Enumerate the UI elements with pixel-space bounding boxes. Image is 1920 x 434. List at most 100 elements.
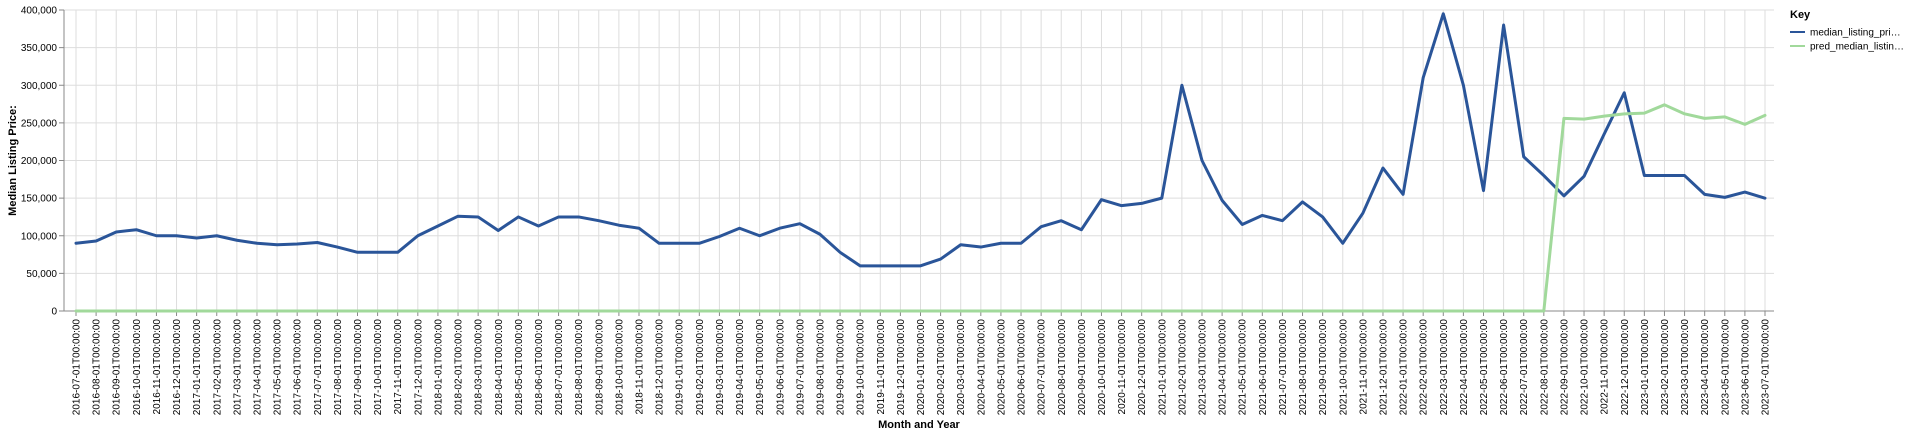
x-tick-label: 2023-02-01T00:00:00: [1660, 319, 1671, 416]
x-tick-label: 2021-01-01T00:00:00: [1157, 319, 1168, 416]
x-tick-label: 2017-01-01T00:00:00: [192, 319, 203, 416]
x-tick-label: 2022-03-01T00:00:00: [1439, 319, 1450, 416]
x-tick-label: 2018-09-01T00:00:00: [594, 319, 605, 416]
x-tick-label: 2020-08-01T00:00:00: [1057, 319, 1068, 416]
x-tick-label: 2020-10-01T00:00:00: [1097, 319, 1108, 416]
x-tick-label: 2017-12-01T00:00:00: [413, 319, 424, 416]
x-tick-label: 2021-04-01T00:00:00: [1218, 319, 1229, 416]
series-layer: [74, 12, 1767, 313]
x-tick-label: 2023-04-01T00:00:00: [1700, 319, 1711, 416]
y-tick-label: 300,000: [21, 81, 58, 92]
legend-label: median_listing_pri…: [1810, 28, 1901, 39]
x-tick-label: 2019-10-01T00:00:00: [856, 319, 867, 416]
x-tick-label: 2022-04-01T00:00:00: [1459, 319, 1470, 416]
series-line-1: [74, 12, 1767, 268]
x-tick-label: 2018-01-01T00:00:00: [433, 319, 444, 416]
x-tick-label: 2022-09-01T00:00:00: [1559, 319, 1570, 416]
x-tick-label: 2018-11-01T00:00:00: [635, 319, 646, 415]
x-tick-label: 2021-12-01T00:00:00: [1378, 319, 1389, 416]
x-tick-label: 2020-06-01T00:00:00: [1017, 319, 1028, 416]
x-tick-label: 2018-03-01T00:00:00: [474, 319, 485, 416]
x-tick-label: 2018-06-01T00:00:00: [534, 319, 545, 416]
x-axis: 2016-07-01T00:00:00 2016-08-01T00:00:00 20…: [64, 310, 1774, 416]
x-tick-label: 2018-08-01T00:00:00: [574, 319, 585, 416]
x-tick-label: 2023-06-01T00:00:00: [1740, 319, 1751, 416]
x-tick-label: 2023-03-01T00:00:00: [1680, 319, 1691, 416]
x-tick-label: 2017-06-01T00:00:00: [293, 319, 304, 416]
x-tick-label: 2018-04-01T00:00:00: [494, 319, 505, 416]
y-tick-label: 0: [51, 307, 57, 318]
x-tick-label: 2017-11-01T00:00:00: [393, 319, 404, 415]
x-tick-label: 2021-06-01T00:00:00: [1258, 319, 1269, 416]
x-tick-label: 2017-02-01T00:00:00: [212, 319, 223, 416]
x-tick-label: 2020-02-01T00:00:00: [936, 319, 947, 416]
x-tick-label: 2016-08-01T00:00:00: [92, 319, 103, 416]
y-tick-label: 200,000: [21, 156, 58, 167]
x-tick-label: 2020-01-01T00:00:00: [916, 319, 927, 416]
x-tick-label: 2019-04-01T00:00:00: [735, 319, 746, 416]
x-tick-label: 2017-04-01T00:00:00: [252, 319, 263, 416]
legend: Key median_listing_pri… pred_median_listi…: [1790, 9, 1904, 53]
x-tick-label: 2019-05-01T00:00:00: [755, 319, 766, 416]
x-tick-label: 2018-07-01T00:00:00: [554, 319, 565, 416]
x-tick-label: 2020-11-01T00:00:00: [1117, 319, 1128, 415]
x-tick-label: 2019-11-01T00:00:00: [876, 319, 887, 415]
y-tick-label: 150,000: [21, 194, 58, 205]
x-tick-label: 2019-02-01T00:00:00: [695, 319, 706, 416]
x-tick-label: 2019-07-01T00:00:00: [795, 319, 806, 416]
y-tick-label: 100,000: [21, 231, 58, 242]
legend-title: Key: [1790, 9, 1811, 21]
y-tick-label: 400,000: [21, 6, 58, 17]
x-tick-label: 2017-08-01T00:00:00: [333, 319, 344, 416]
x-tick-label: 2016-10-01T00:00:00: [132, 319, 143, 416]
legend-entries: median_listing_pri… pred_median_listin…: [1790, 28, 1904, 53]
x-tick-label: 2021-03-01T00:00:00: [1198, 319, 1209, 416]
x-tick-label: 2020-12-01T00:00:00: [1137, 319, 1148, 416]
x-tick-label: 2022-06-01T00:00:00: [1499, 319, 1510, 416]
x-tick-label: 2018-05-01T00:00:00: [514, 319, 525, 416]
x-tick-label: 2023-07-01T00:00:00: [1761, 319, 1772, 416]
x-tick-label: 2022-05-01T00:00:00: [1479, 319, 1490, 416]
x-tick-label: 2020-07-01T00:00:00: [1037, 319, 1048, 416]
x-tick-label: 2021-02-01T00:00:00: [1177, 319, 1188, 416]
legend-label: pred_median_listin…: [1810, 42, 1904, 53]
y-tick-label: 350,000: [21, 43, 58, 54]
x-tick-label: 2021-09-01T00:00:00: [1318, 319, 1329, 416]
x-tick-label: 2016-12-01T00:00:00: [172, 319, 183, 416]
series-line-2: [74, 103, 1767, 313]
x-tick-label: 2022-11-01T00:00:00: [1600, 319, 1611, 415]
y-tick-label: 250,000: [21, 118, 58, 129]
y-tick-label: 50,000: [26, 269, 57, 280]
x-tick-label: 2017-05-01T00:00:00: [273, 319, 284, 416]
x-tick-label: 2020-05-01T00:00:00: [996, 319, 1007, 416]
x-tick-label: 2021-07-01T00:00:00: [1278, 319, 1289, 416]
x-tick-label: 2020-04-01T00:00:00: [976, 319, 987, 416]
x-tick-label: 2016-07-01T00:00:00: [72, 319, 83, 416]
x-tick-label: 2019-03-01T00:00:00: [715, 319, 726, 416]
y-axis: 0 50,000 100,000 150,000 200,000 250,000 300,0…: [21, 6, 65, 318]
x-tick-label: 2016-09-01T00:00:00: [112, 319, 123, 416]
x-tick-label: 2019-12-01T00:00:00: [896, 319, 907, 416]
x-tick-label: 2021-11-01T00:00:00: [1358, 319, 1369, 415]
x-axis-title: Month and Year: [878, 419, 960, 431]
x-tick-label: 2023-01-01T00:00:00: [1640, 319, 1651, 416]
x-tick-label: 2017-09-01T00:00:00: [353, 319, 364, 416]
x-tick-label: 2021-10-01T00:00:00: [1338, 319, 1349, 416]
x-tick-label: 2016-11-01T00:00:00: [152, 319, 163, 415]
x-tick-label: 2020-03-01T00:00:00: [956, 319, 967, 416]
x-tick-label: 2022-08-01T00:00:00: [1539, 319, 1550, 416]
x-tick-label: 2022-07-01T00:00:00: [1519, 319, 1530, 416]
x-tick-label: 2023-05-01T00:00:00: [1720, 319, 1731, 416]
x-tick-label: 2020-09-01T00:00:00: [1077, 319, 1088, 416]
x-tick-label: 2021-05-01T00:00:00: [1238, 319, 1249, 416]
x-tick-label: 2022-01-01T00:00:00: [1399, 319, 1410, 416]
y-axis-title: Median Listing Price:: [7, 105, 19, 216]
x-tick-label: 2019-01-01T00:00:00: [675, 319, 686, 416]
x-tick-label: 2019-06-01T00:00:00: [775, 319, 786, 416]
x-tick-label: 2019-08-01T00:00:00: [815, 319, 826, 416]
x-tick-label: 2022-02-01T00:00:00: [1419, 319, 1430, 416]
gridlines: [64, 9, 1774, 312]
x-tick-label: 2022-12-01T00:00:00: [1620, 319, 1631, 416]
x-tick-label: 2017-10-01T00:00:00: [373, 319, 384, 416]
